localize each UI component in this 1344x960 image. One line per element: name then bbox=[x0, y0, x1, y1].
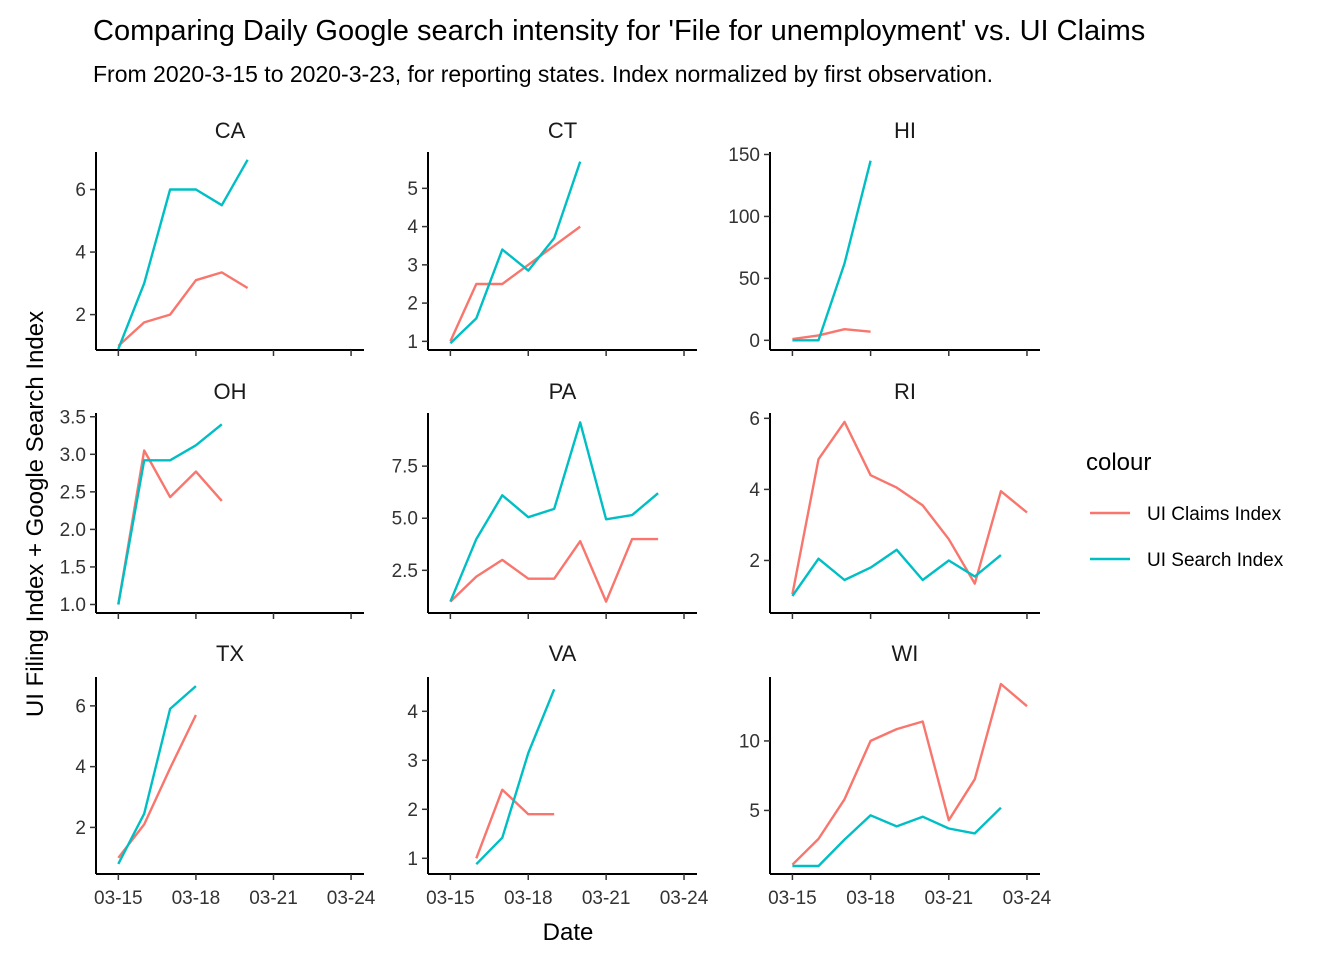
y-tick-label: 2.5 bbox=[60, 482, 86, 503]
facet-ca: CA 2 4 6 bbox=[75, 118, 364, 356]
series-line-claims bbox=[791, 420, 1028, 595]
series-line-claims bbox=[117, 449, 223, 605]
y-tick-label: 1 bbox=[407, 332, 418, 353]
x-tick-label: 03-24 bbox=[1003, 888, 1052, 909]
facet-strip-label: OH bbox=[214, 379, 247, 404]
x-tick-label: 03-21 bbox=[582, 888, 631, 909]
y-tick-label: 6 bbox=[75, 180, 86, 201]
y-tick-label: 3 bbox=[407, 255, 418, 276]
x-tick-label: 03-18 bbox=[846, 888, 895, 909]
series-line-search bbox=[449, 161, 582, 345]
facet-strip-label: HI bbox=[894, 118, 916, 143]
y-tick-label: 3.5 bbox=[60, 407, 86, 428]
y-tick-label: 1.5 bbox=[60, 557, 86, 578]
y-tick-label: 4 bbox=[749, 480, 760, 501]
y-tick-label: 2 bbox=[749, 551, 760, 572]
x-tick-label: 03-15 bbox=[426, 888, 475, 909]
y-tick-label: 2 bbox=[407, 294, 418, 315]
y-tick-label: 2 bbox=[75, 305, 86, 326]
y-tick-label: 10 bbox=[739, 731, 760, 752]
y-tick-label: 2.0 bbox=[60, 520, 86, 541]
facet-strip-label: CA bbox=[215, 118, 246, 143]
series-line-claims bbox=[449, 537, 659, 603]
series-line-claims bbox=[791, 682, 1028, 866]
legend: colour UI Claims Index UI Search Index bbox=[1086, 449, 1284, 571]
facet-wi: WI 5 10 03-15 03-18 03-21 03-24 bbox=[739, 641, 1052, 909]
y-tick-label: 7.5 bbox=[392, 457, 418, 478]
series-line-search bbox=[117, 423, 223, 605]
x-tick-label: 03-18 bbox=[172, 888, 221, 909]
y-tick-label: 4 bbox=[407, 217, 418, 238]
x-tick-label: 03-15 bbox=[94, 888, 143, 909]
x-tick-label: 03-24 bbox=[660, 888, 709, 909]
y-tick-label: 1 bbox=[407, 849, 418, 870]
chart-title: Comparing Daily Google search intensity … bbox=[93, 15, 1145, 47]
chart-subtitle: From 2020-3-15 to 2020-3-23, for reporti… bbox=[93, 61, 993, 87]
series-line-search bbox=[117, 159, 249, 350]
facet-strip-label: RI bbox=[894, 379, 916, 404]
x-tick-label: 03-24 bbox=[327, 888, 376, 909]
y-tick-label: 5 bbox=[749, 801, 760, 822]
facet-strip-label: VA bbox=[549, 641, 577, 666]
series-line-claims bbox=[449, 225, 581, 342]
facet-hi: HI 0 50 100 150 bbox=[728, 118, 1040, 356]
facet-strip-label: TX bbox=[216, 641, 244, 666]
facet-strip-label: CT bbox=[548, 118, 577, 143]
facet-tx: TX 2 4 6 03-15 03-18 03-21 03-24 bbox=[75, 641, 375, 909]
facet-va: VA 1 2 3 4 03-15 03-18 03-21 03-24 bbox=[407, 641, 708, 909]
y-tick-label: 5.0 bbox=[392, 509, 418, 530]
facet-strip-label: WI bbox=[892, 641, 919, 666]
y-tick-label: 2 bbox=[407, 800, 418, 821]
y-tick-label: 4 bbox=[75, 757, 86, 778]
x-tick-label: 03-18 bbox=[504, 888, 553, 909]
series-line-search bbox=[792, 160, 872, 342]
y-tick-label: 150 bbox=[728, 145, 760, 166]
y-tick-label: 3.0 bbox=[60, 445, 86, 466]
legend-label-search: UI Search Index bbox=[1147, 550, 1284, 571]
y-tick-label: 3 bbox=[407, 751, 418, 772]
legend-label-claims: UI Claims Index bbox=[1147, 504, 1282, 525]
facet-strip-label: PA bbox=[549, 379, 577, 404]
series-line-claims bbox=[117, 714, 197, 859]
y-tick-label: 100 bbox=[728, 207, 760, 228]
series-line-search bbox=[449, 421, 659, 603]
x-tick-label: 03-21 bbox=[249, 888, 298, 909]
series-line-search bbox=[117, 685, 197, 865]
series-line-claims bbox=[475, 788, 555, 859]
x-axis-label: Date bbox=[543, 919, 594, 946]
legend-title: colour bbox=[1086, 449, 1151, 476]
series-line-search bbox=[792, 806, 1002, 868]
y-tick-label: 4 bbox=[407, 702, 418, 723]
series-line-search bbox=[791, 548, 1002, 597]
facet-ri: RI 2 4 6 bbox=[749, 379, 1040, 619]
y-tick-label: 6 bbox=[75, 696, 86, 717]
y-tick-label: 6 bbox=[749, 409, 760, 430]
y-tick-label: 2 bbox=[75, 818, 86, 839]
facet-panels: CA 2 4 6 CT 1 2 3 4 5 HI 0 50 100 150 OH 1.0 1.5 2.0 2.5 3.0… bbox=[60, 118, 1052, 909]
series-line-claims bbox=[117, 271, 249, 347]
y-tick-label: 50 bbox=[739, 269, 760, 290]
facet-pa: PA 2.5 5.0 7.5 bbox=[392, 379, 697, 619]
series-line-search bbox=[475, 688, 556, 866]
y-tick-label: 2.5 bbox=[392, 561, 418, 582]
x-tick-label: 03-21 bbox=[924, 888, 973, 909]
y-tick-label: 4 bbox=[75, 243, 86, 264]
y-tick-label: 5 bbox=[407, 179, 418, 200]
series-line-claims bbox=[792, 328, 871, 341]
x-tick-label: 03-15 bbox=[768, 888, 817, 909]
facet-oh: OH 1.0 1.5 2.0 2.5 3.0 3.5 bbox=[60, 379, 364, 619]
y-axis-label: UI Filing Index + Google Search Index bbox=[22, 311, 49, 717]
y-tick-label: 1.0 bbox=[60, 595, 86, 616]
facet-ct: CT 1 2 3 4 5 bbox=[407, 118, 697, 356]
y-tick-label: 0 bbox=[749, 331, 760, 352]
